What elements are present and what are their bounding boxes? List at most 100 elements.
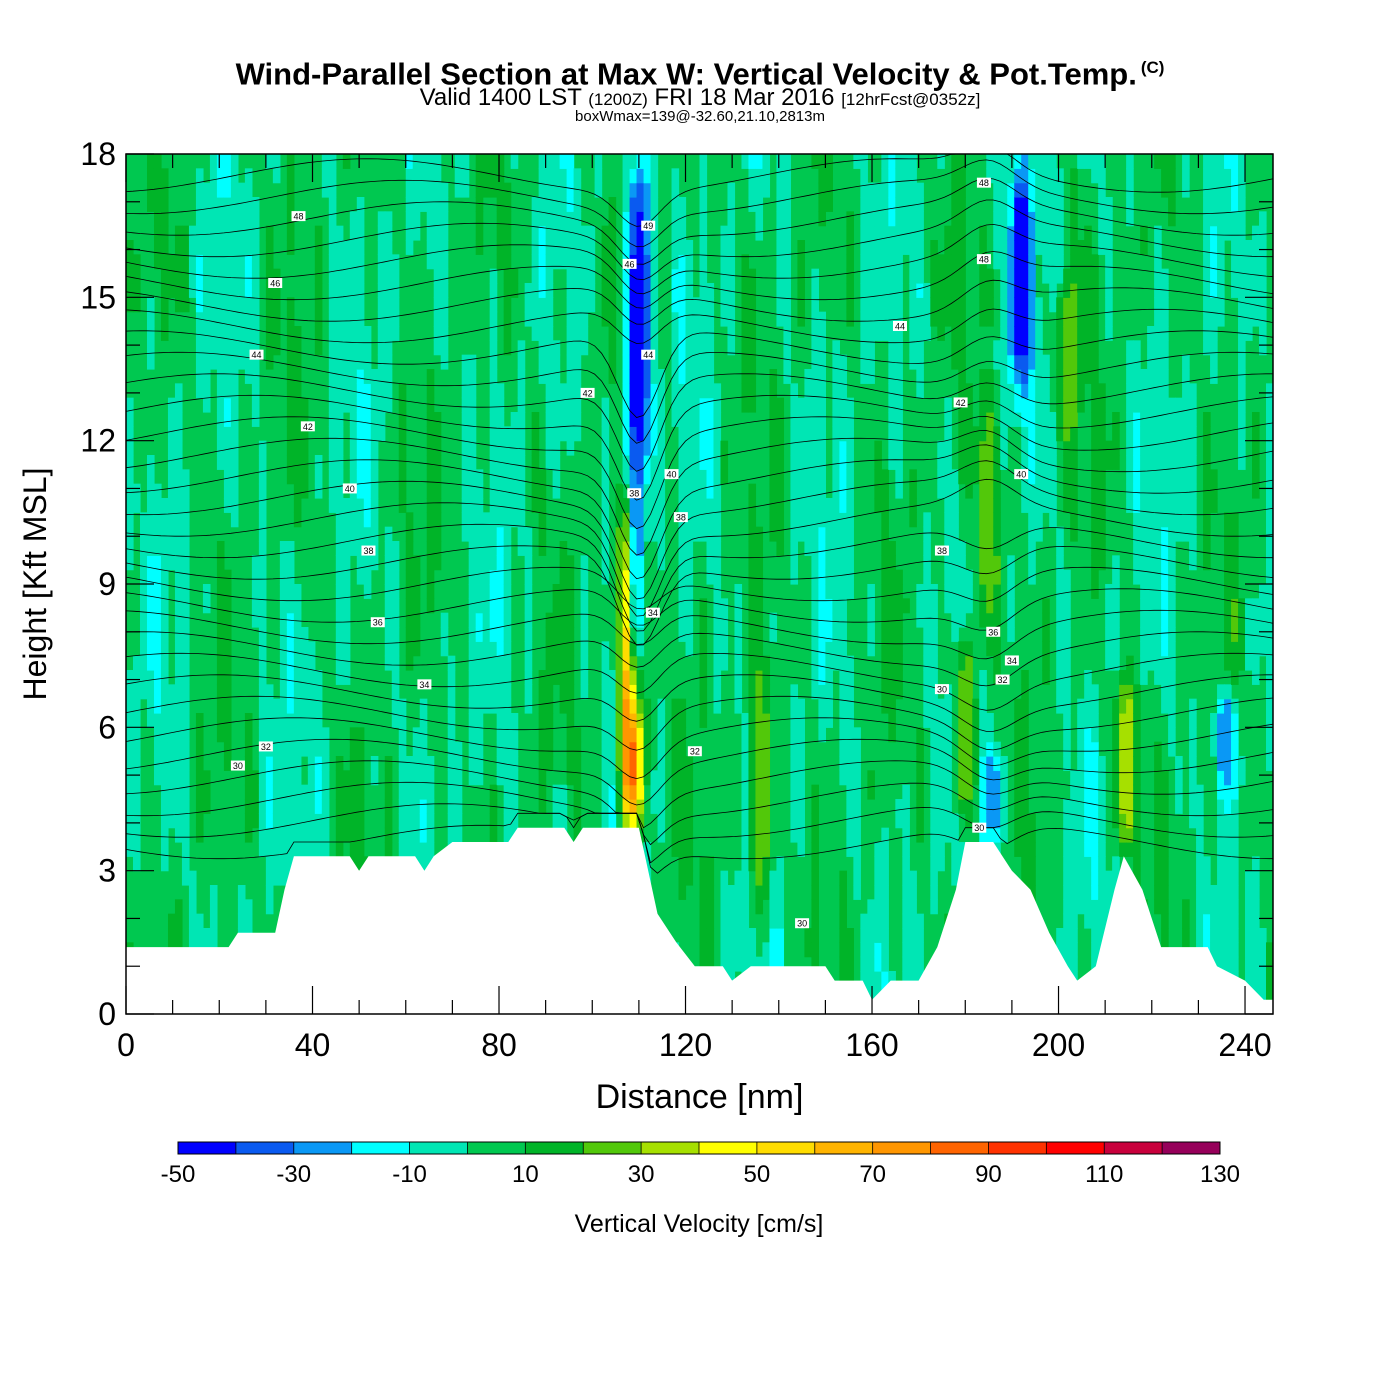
field-cell	[244, 827, 253, 843]
field-cell	[1224, 784, 1232, 800]
field-cell	[1042, 240, 1050, 255]
field-cell	[503, 225, 512, 241]
field-cell	[608, 225, 617, 241]
field-cell	[965, 741, 973, 757]
field-cell	[433, 225, 442, 241]
field-cell	[405, 770, 414, 786]
field-cell	[489, 168, 498, 184]
field-cell	[126, 670, 134, 685]
field-cell	[475, 684, 484, 700]
field-cell	[251, 383, 260, 399]
field-cell	[951, 598, 959, 614]
field-cell	[251, 211, 260, 227]
field-cell	[1189, 469, 1197, 485]
field-cell	[748, 842, 757, 857]
field-cell	[860, 942, 868, 958]
field-cell	[818, 354, 826, 370]
field-cell	[804, 469, 813, 485]
field-cell	[923, 713, 931, 728]
field-cell	[1133, 842, 1141, 857]
field-cell	[384, 369, 393, 384]
field-cell	[881, 311, 889, 327]
field-cell	[902, 885, 910, 900]
field-cell	[706, 942, 715, 958]
field-cell	[286, 340, 295, 356]
field-cell	[762, 684, 771, 700]
field-cell	[944, 397, 952, 413]
field-cell	[328, 211, 337, 227]
field-cell	[1161, 168, 1169, 184]
field-cell	[1063, 426, 1071, 442]
field-cell	[930, 784, 938, 800]
field-cell	[202, 584, 211, 599]
field-cell	[1098, 870, 1106, 886]
field-cell	[482, 584, 491, 599]
field-cell	[867, 956, 875, 972]
field-cell	[468, 727, 477, 743]
field-cell	[832, 469, 840, 485]
field-cell	[1231, 842, 1239, 857]
field-cell	[923, 311, 931, 327]
field-cell	[678, 211, 687, 227]
field-cell	[965, 784, 973, 800]
field-cell	[1007, 397, 1015, 413]
field-cell	[888, 727, 896, 743]
field-cell	[650, 526, 659, 542]
field-cell	[279, 541, 288, 556]
field-cell	[916, 741, 924, 757]
field-cell	[972, 727, 980, 743]
field-cell	[685, 813, 694, 829]
field-cell	[223, 254, 232, 270]
field-cell	[265, 340, 274, 356]
field-cell	[1084, 913, 1092, 929]
field-cell	[426, 225, 435, 241]
field-cell	[1035, 326, 1043, 341]
field-cell	[958, 412, 966, 427]
field-cell	[363, 512, 372, 528]
field-cell	[769, 426, 778, 442]
field-cell	[601, 483, 610, 499]
field-cell	[545, 727, 554, 743]
field-cell	[174, 813, 183, 829]
field-cell	[384, 784, 393, 800]
field-cell	[986, 268, 994, 284]
field-cell	[1133, 512, 1141, 528]
field-cell	[741, 340, 750, 356]
field-cell	[573, 240, 582, 255]
field-cell	[447, 698, 456, 714]
field-cell	[846, 268, 854, 284]
field-cell	[580, 641, 589, 657]
field-cell	[797, 799, 806, 814]
field-cell	[895, 455, 903, 470]
field-cell	[986, 426, 994, 442]
field-cell	[510, 770, 519, 786]
field-cell	[811, 498, 819, 513]
field-cell	[300, 784, 309, 800]
field-cell	[1224, 168, 1232, 184]
field-cell	[489, 483, 498, 499]
field-cell	[979, 555, 987, 571]
field-cell	[447, 813, 456, 829]
field-cell	[881, 211, 889, 227]
field-cell	[1063, 598, 1071, 614]
field-cell	[629, 154, 638, 169]
field-cell	[923, 627, 931, 642]
field-cell	[797, 526, 806, 542]
field-cell	[230, 483, 239, 499]
field-cell	[426, 240, 435, 255]
field-cell	[1245, 254, 1253, 270]
field-cell	[293, 512, 302, 528]
field-cell	[538, 498, 547, 513]
field-cell	[895, 627, 903, 642]
field-cell	[825, 168, 833, 184]
field-cell	[965, 483, 973, 499]
field-cell	[902, 899, 910, 915]
field-cell	[1210, 297, 1218, 313]
field-cell	[1154, 541, 1162, 556]
field-cell	[916, 813, 924, 829]
field-cell	[643, 311, 652, 327]
field-cell	[1084, 856, 1092, 872]
field-cell	[237, 326, 246, 341]
field-cell	[1063, 813, 1071, 829]
field-cell	[1112, 756, 1120, 771]
